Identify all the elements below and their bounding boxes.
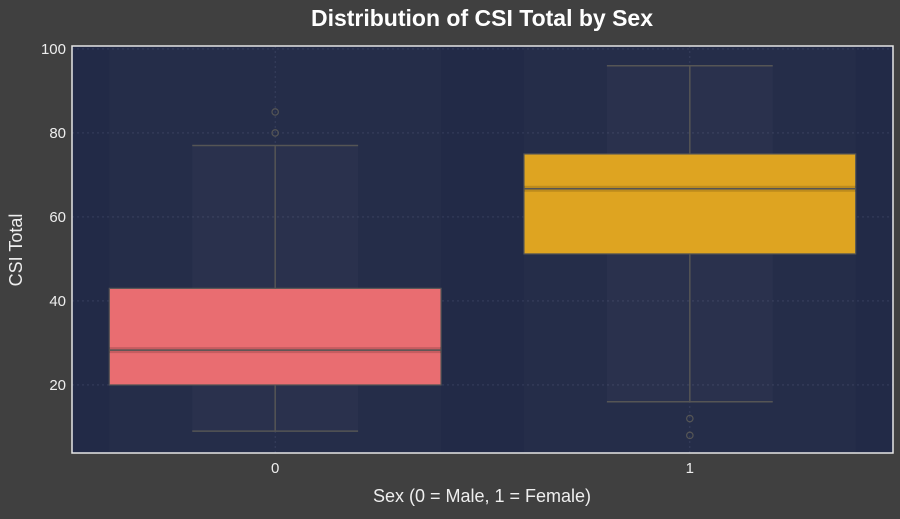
plot-frame (71, 45, 894, 454)
outlier-point (686, 431, 694, 440)
y-tick-label: 80 (49, 125, 66, 142)
box-1 (523, 153, 857, 255)
y-tick-label: 60 (49, 209, 66, 226)
y-tick-label: 100 (41, 41, 66, 58)
y-axis-label: CSI Total (6, 214, 26, 287)
outlier-point (271, 129, 279, 137)
y-tick-label: 40 (49, 293, 66, 310)
chart-title: Distribution of CSI Total by Sex (311, 5, 653, 31)
outlier-point (686, 414, 694, 423)
x-tick-label: 1 (686, 460, 694, 477)
outlier-point (271, 108, 279, 116)
x-axis-label: Sex (0 = Male, 1 = Female) (373, 486, 591, 506)
y-tick-label: 20 (49, 377, 66, 394)
box-0 (108, 287, 442, 386)
x-tick-label: 0 (271, 460, 279, 477)
